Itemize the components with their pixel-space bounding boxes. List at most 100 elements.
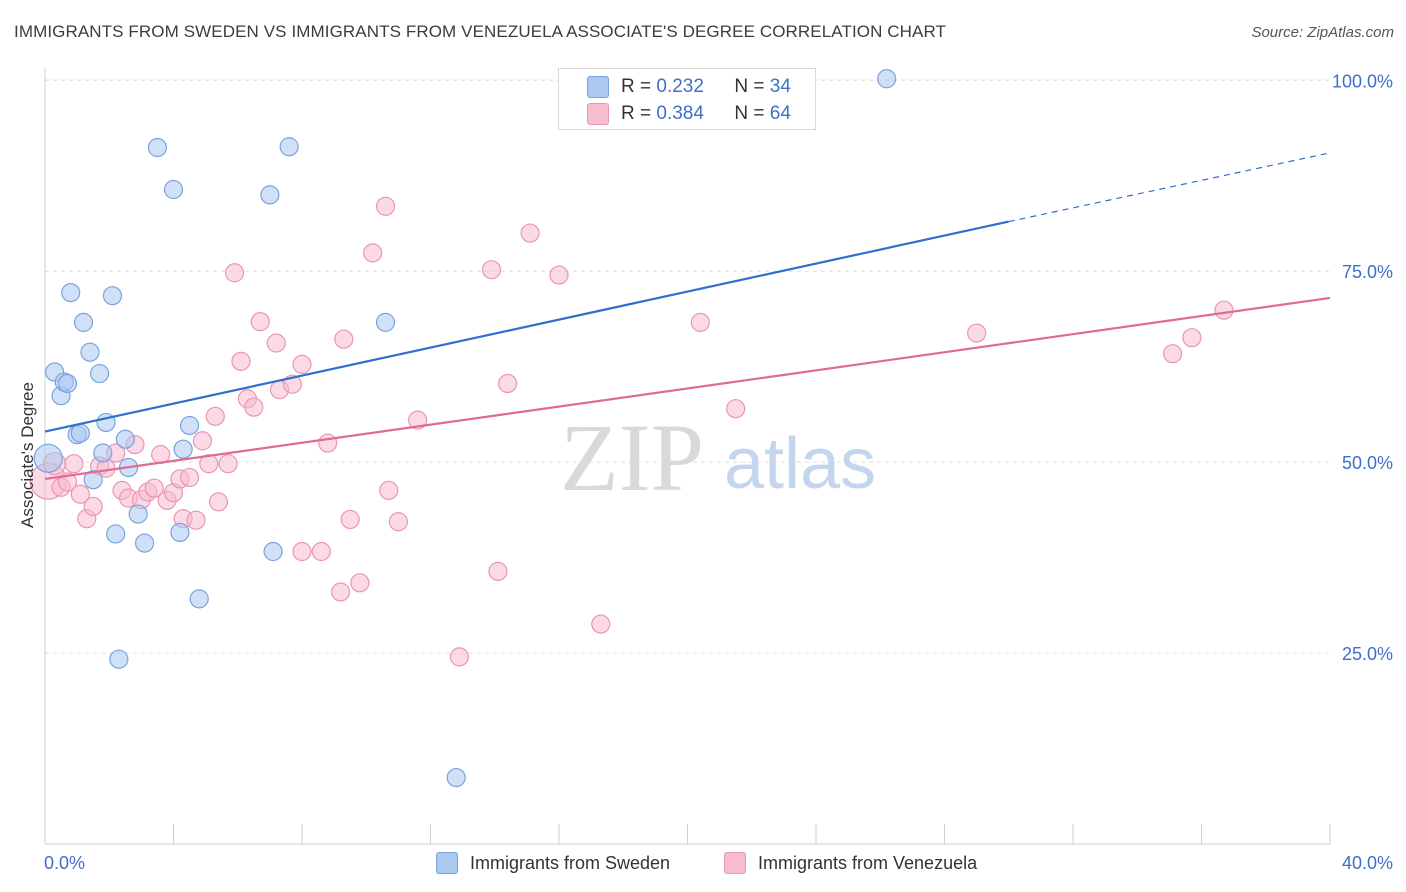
x-tick-label: 0.0%: [44, 853, 85, 873]
sweden-point: [106, 524, 126, 544]
legend-item-sweden[interactable]: Immigrants from Sweden: [436, 852, 670, 874]
venezuela-point: [379, 480, 399, 501]
sweden-points: [33, 69, 897, 788]
sweden-point: [61, 283, 81, 303]
y-tick-label: 75.0%: [1342, 262, 1393, 282]
venezuela-point: [375, 196, 396, 216]
venezuela-point: [549, 265, 569, 285]
venezuela-point: [1162, 344, 1183, 364]
venezuela-point: [1214, 300, 1234, 320]
venezuela-point: [449, 647, 470, 667]
venezuela-point: [244, 397, 264, 417]
venezuela-point: [408, 410, 428, 430]
venezuela-point: [690, 312, 710, 332]
x-tick-label: 40.0%: [1342, 853, 1393, 873]
y-tick-label: 100.0%: [1332, 71, 1393, 91]
venezuela-point: [144, 478, 164, 498]
sweden-point: [93, 443, 113, 463]
sweden-point: [109, 649, 129, 669]
n-key: N =: [734, 76, 765, 97]
venezuela-point: [318, 433, 338, 453]
sweden-point: [170, 522, 190, 543]
venezuela-legend-swatch: [724, 852, 746, 874]
n-value-sweden: 34: [769, 76, 791, 97]
sweden-point: [279, 137, 299, 157]
sweden-point: [173, 439, 193, 459]
n-value-venezuela: 64: [769, 103, 791, 124]
sweden-legend-swatch: [436, 852, 458, 874]
sweden-point: [263, 541, 283, 562]
venezuela-point: [199, 454, 219, 474]
venezuela-trend-line: [44, 296, 1331, 481]
sweden-trend-line: [44, 220, 1009, 433]
sweden-point: [163, 179, 184, 200]
watermark-atlas: atlas: [724, 424, 876, 504]
venezuela-point: [311, 541, 331, 562]
venezuela-point: [186, 510, 206, 530]
sweden-point: [260, 185, 280, 205]
sweden-point: [134, 533, 155, 553]
trend-lines: [44, 152, 1331, 481]
sweden-point: [189, 589, 209, 609]
sweden-point: [179, 415, 200, 436]
sweden-point: [128, 504, 148, 524]
venezuela-point: [967, 323, 987, 343]
venezuela-point: [192, 431, 213, 451]
venezuela-swatch: [587, 103, 609, 125]
sweden-point: [102, 286, 123, 306]
series-legend: Immigrants from Sweden Immigrants from V…: [0, 852, 1406, 878]
sweden-point: [70, 423, 90, 443]
watermark: ZIP atlas: [560, 404, 876, 511]
legend-label-venezuela: Immigrants from Venezuela: [758, 852, 978, 873]
tick-labels: 25.0% 50.0% 75.0% 100.0% 0.0% 40.0%: [44, 71, 1393, 873]
sweden-point: [115, 429, 135, 449]
chart-source: Source: ZipAtlas.com: [1251, 24, 1394, 41]
venezuela-point: [498, 373, 518, 394]
r-value-venezuela: 0.384: [656, 103, 704, 124]
venezuela-point: [350, 573, 370, 593]
sweden-point: [57, 373, 78, 394]
r-key: R =: [621, 103, 652, 124]
venezuela-point: [179, 467, 200, 488]
sweden-point: [83, 470, 103, 490]
sweden-point: [33, 443, 63, 473]
y-tick-label: 50.0%: [1342, 453, 1393, 473]
sweden-point: [877, 69, 897, 89]
sweden-point: [147, 137, 168, 158]
venezuela-point: [292, 354, 312, 374]
legend-item-venezuela[interactable]: Immigrants from Venezuela: [724, 852, 977, 874]
venezuela-point: [340, 509, 360, 530]
y-axis-label: Associate's Degree: [18, 382, 37, 528]
chart-title: IMMIGRANTS FROM SWEDEN VS IMMIGRANTS FRO…: [14, 22, 947, 41]
venezuela-point: [292, 541, 312, 562]
sweden-point: [446, 767, 466, 788]
r-key: R =: [621, 76, 652, 97]
venezuela-point: [726, 399, 746, 419]
venezuela-point: [481, 260, 502, 280]
venezuela-point: [363, 243, 383, 263]
sweden-point: [73, 312, 94, 332]
stats-row-sweden: R = 0.232 N = 34: [587, 74, 791, 100]
sweden-trend-extension: [1008, 152, 1331, 223]
stats-legend: R = 0.232 N = 34 R = 0.384 N = 64: [558, 68, 816, 130]
legend-label-sweden: Immigrants from Sweden: [470, 852, 671, 873]
venezuela-point: [208, 492, 229, 512]
venezuela-point: [205, 406, 225, 426]
watermark-zip: ZIP: [560, 404, 704, 511]
sweden-swatch: [587, 76, 609, 98]
sweden-point: [80, 342, 100, 362]
n-key: N =: [734, 103, 765, 124]
venezuela-point: [70, 484, 90, 504]
venezuela-point: [64, 454, 84, 474]
venezuela-point: [224, 263, 245, 283]
venezuela-point: [388, 512, 408, 532]
venezuela-point: [1182, 328, 1202, 348]
r-value-sweden: 0.232: [656, 76, 704, 97]
venezuela-point: [231, 351, 251, 371]
venezuela-point: [488, 561, 508, 581]
venezuela-point: [83, 496, 103, 517]
venezuela-point: [334, 329, 354, 349]
venezuela-point: [591, 614, 611, 634]
venezuela-point: [266, 333, 286, 353]
